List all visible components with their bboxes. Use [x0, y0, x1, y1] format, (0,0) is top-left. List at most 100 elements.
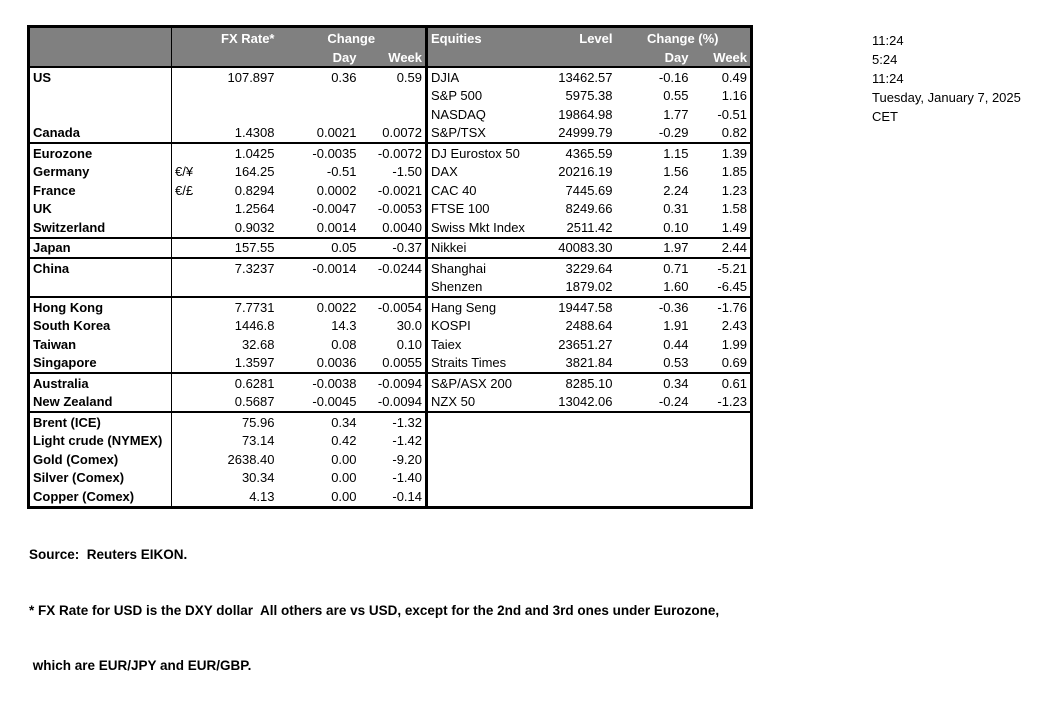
- equity-change-week-cell: [692, 450, 752, 469]
- equity-change-week-cell: [692, 432, 752, 451]
- equity-index-label-cell: Nikkei: [425, 237, 542, 259]
- equity-change-day-cell: [616, 487, 692, 507]
- fx-pair-symbol-cell: [171, 123, 202, 144]
- equity-level-cell: 13042.06: [541, 392, 616, 413]
- equity-change-day-cell: 0.71: [663, 260, 689, 276]
- equity-change-week-cell: 1.39: [721, 145, 748, 161]
- table-row: S&P 500 5975.38 0.55 1.16: [29, 86, 752, 106]
- fx-change-day-cell: 0.0036: [277, 353, 360, 374]
- fx-change-day-cell: 0.08: [331, 336, 357, 352]
- equity-index-label-cell: S&P/ASX 200: [425, 373, 542, 393]
- equity-change-week-cell: 0.69: [691, 353, 752, 374]
- table-row: Germany €/¥ 164.25 -0.51 -1.50 DAX 20216.19 1.5…: [29, 162, 752, 181]
- fx-pair-symbol-cell: [171, 468, 202, 487]
- table-row: UK 1.2564 -0.0047 -0.0053 FTSE 100 8249.66 0.3…: [29, 199, 752, 218]
- equity-index-label-cell: KOSPI: [425, 316, 542, 335]
- fx-rate-cell: 30.34: [241, 470, 275, 486]
- equity-level-cell: [542, 469, 616, 488]
- equity-change-day-cell: [616, 412, 692, 432]
- fx-pair-symbol-cell: [171, 450, 202, 469]
- equity-change-week-cell: 1.23: [721, 182, 748, 198]
- equity-index-label-cell: Straits Times: [425, 353, 542, 374]
- country-label-cell: Germany: [33, 164, 90, 180]
- equity-change-week-cell: [692, 412, 752, 432]
- country-label-cell: Canada: [28, 123, 172, 144]
- fx-change-day-cell: 0.0022: [316, 299, 357, 315]
- equity-change-week-cell: 1.99: [721, 336, 748, 352]
- date-line: Tuesday, January 7, 2025: [872, 90, 1021, 105]
- equity-index-label-cell: Swiss Mkt Index: [425, 218, 542, 239]
- fx-change-day-cell: 14.3: [331, 318, 357, 334]
- fx-rate-cell: [202, 87, 278, 106]
- equity-level-cell: 7445.69: [565, 182, 613, 198]
- country-label-cell: Taiwan: [33, 336, 77, 352]
- table-row: US 107.897 0.36 0.59 DJIA 13462.57 -0.16 0.49: [29, 67, 752, 87]
- timestamp-line: 11:24: [872, 33, 904, 48]
- fx-pair-symbol-cell: [171, 373, 202, 393]
- fx-rate-cell: 4.13: [249, 488, 275, 504]
- fx-change-day-cell: -0.0014: [312, 260, 357, 276]
- fx-change-week-cell: 0.0055: [359, 353, 427, 374]
- fx-change-week-cell: -9.20: [392, 451, 423, 467]
- country-label-cell: Brent (ICE): [33, 414, 101, 430]
- equity-change-day-cell: 1.77: [663, 106, 689, 122]
- table-row: Taiwan 32.68 0.08 0.10 Taiex 23651.27 0.44 1.99: [29, 335, 752, 354]
- country-label-cell: South Korea: [33, 318, 111, 334]
- fx-rate-cell: 0.9032: [201, 218, 278, 239]
- fx-change-day-cell: 0.0021: [277, 123, 360, 144]
- footer-notes: Source: Reuters EIKON. * FX Rate for USD…: [29, 509, 719, 713]
- fx-pair-symbol-cell: [171, 353, 202, 374]
- equity-change-day-cell: 0.55: [663, 88, 689, 104]
- fx-change-week-cell: -0.0053: [377, 201, 423, 217]
- equity-level-cell: 20216.19: [558, 164, 613, 180]
- header-row-2: Day Week Day Week: [28, 48, 752, 68]
- equity-change-week-cell: 2.44: [691, 237, 752, 259]
- equity-level-cell: 2488.64: [565, 318, 613, 334]
- country-label-cell: Copper (Comex): [33, 488, 135, 504]
- equity-change-day-cell: [616, 450, 692, 469]
- equity-index-label-cell: NASDAQ: [425, 105, 542, 124]
- fx-rate-cell: 75.96: [241, 414, 275, 430]
- equity-change-week-cell: -1.23: [691, 392, 752, 413]
- equity-change-day-cell: [616, 432, 692, 451]
- timestamp-line: 11:24: [872, 71, 904, 86]
- equity-change-week-cell: 2.43: [721, 318, 748, 334]
- equity-change-day-cell: 1.60: [615, 277, 692, 298]
- table-row: Australia 0.6281 -0.0038 -0.0094 S&P/ASX 200…: [29, 373, 752, 393]
- table-row: Singapore 1.3597 0.0036 0.0055 Straits Times…: [28, 353, 752, 374]
- equity-change-day-cell: 1.56: [663, 164, 689, 180]
- fx-change-week-cell: -0.0094: [359, 392, 427, 413]
- equity-change-day-cell: 1.91: [663, 318, 689, 334]
- equity-level-cell: 19864.98: [558, 106, 613, 122]
- equity-change-week-cell: 1.85: [721, 164, 748, 180]
- equity-level-cell: 5975.38: [565, 88, 613, 104]
- fx-change-week-cell: [359, 277, 427, 298]
- fx-pair-symbol-cell: [171, 316, 202, 335]
- fx-pair-symbol-cell: [171, 105, 202, 124]
- equity-level-cell: 24999.79: [541, 123, 616, 144]
- fx-rate-cell: 107.897: [227, 69, 275, 85]
- fx-change-week-cell: [360, 105, 427, 124]
- equity-change-week-cell: 0.49: [721, 69, 748, 85]
- timestamp-block: 11:24 5:24 11:24 Tuesday, January 7, 202…: [872, 31, 1021, 126]
- table-row: Gold (Comex) 2638.40 0.00 -9.20: [29, 450, 752, 469]
- page-canvas: FX Rate* Change Equities Level Change (%…: [27, 25, 1021, 673]
- equity-change-week-cell: -0.51: [717, 106, 748, 122]
- fx-change-day-cell: -0.0047: [312, 201, 357, 217]
- fx-pair-symbol-cell: [171, 199, 202, 218]
- equity-level-cell: 19447.58: [558, 299, 613, 315]
- equity-change-week-cell: [692, 487, 752, 507]
- equity-level-cell: 8249.66: [565, 201, 613, 217]
- equity-level-cell: 3821.84: [541, 353, 616, 374]
- equity-change-day-cell: -0.29: [615, 123, 692, 144]
- country-label-cell: Gold (Comex): [33, 451, 119, 467]
- fx-pair-symbol-cell: [171, 218, 202, 239]
- equity-change-week-cell: 1.16: [721, 88, 748, 104]
- equity-change-week-cell: -5.21: [717, 260, 748, 276]
- fx-footnote-1: * FX Rate for USD is the DXY dollar All …: [29, 602, 720, 618]
- fx-pair-symbol-cell: [171, 143, 202, 163]
- table-row: South Korea 1446.8 14.3 30.0 KOSPI 2488.64 1.9…: [29, 316, 752, 335]
- fx-change-day-cell: [278, 87, 360, 106]
- col-header-level: Level: [541, 26, 616, 48]
- fx-change-day-cell: 0.34: [331, 414, 357, 430]
